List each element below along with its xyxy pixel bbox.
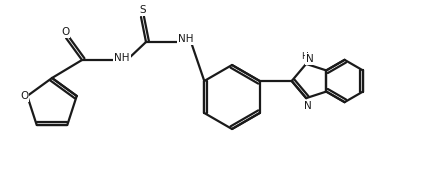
- Text: H: H: [301, 52, 308, 61]
- Text: O: O: [61, 27, 69, 37]
- Text: NH: NH: [178, 34, 194, 44]
- Text: N: N: [306, 54, 314, 64]
- Text: S: S: [140, 5, 146, 15]
- Text: NH: NH: [114, 53, 130, 63]
- Text: O: O: [20, 91, 28, 101]
- Text: N: N: [304, 101, 312, 111]
